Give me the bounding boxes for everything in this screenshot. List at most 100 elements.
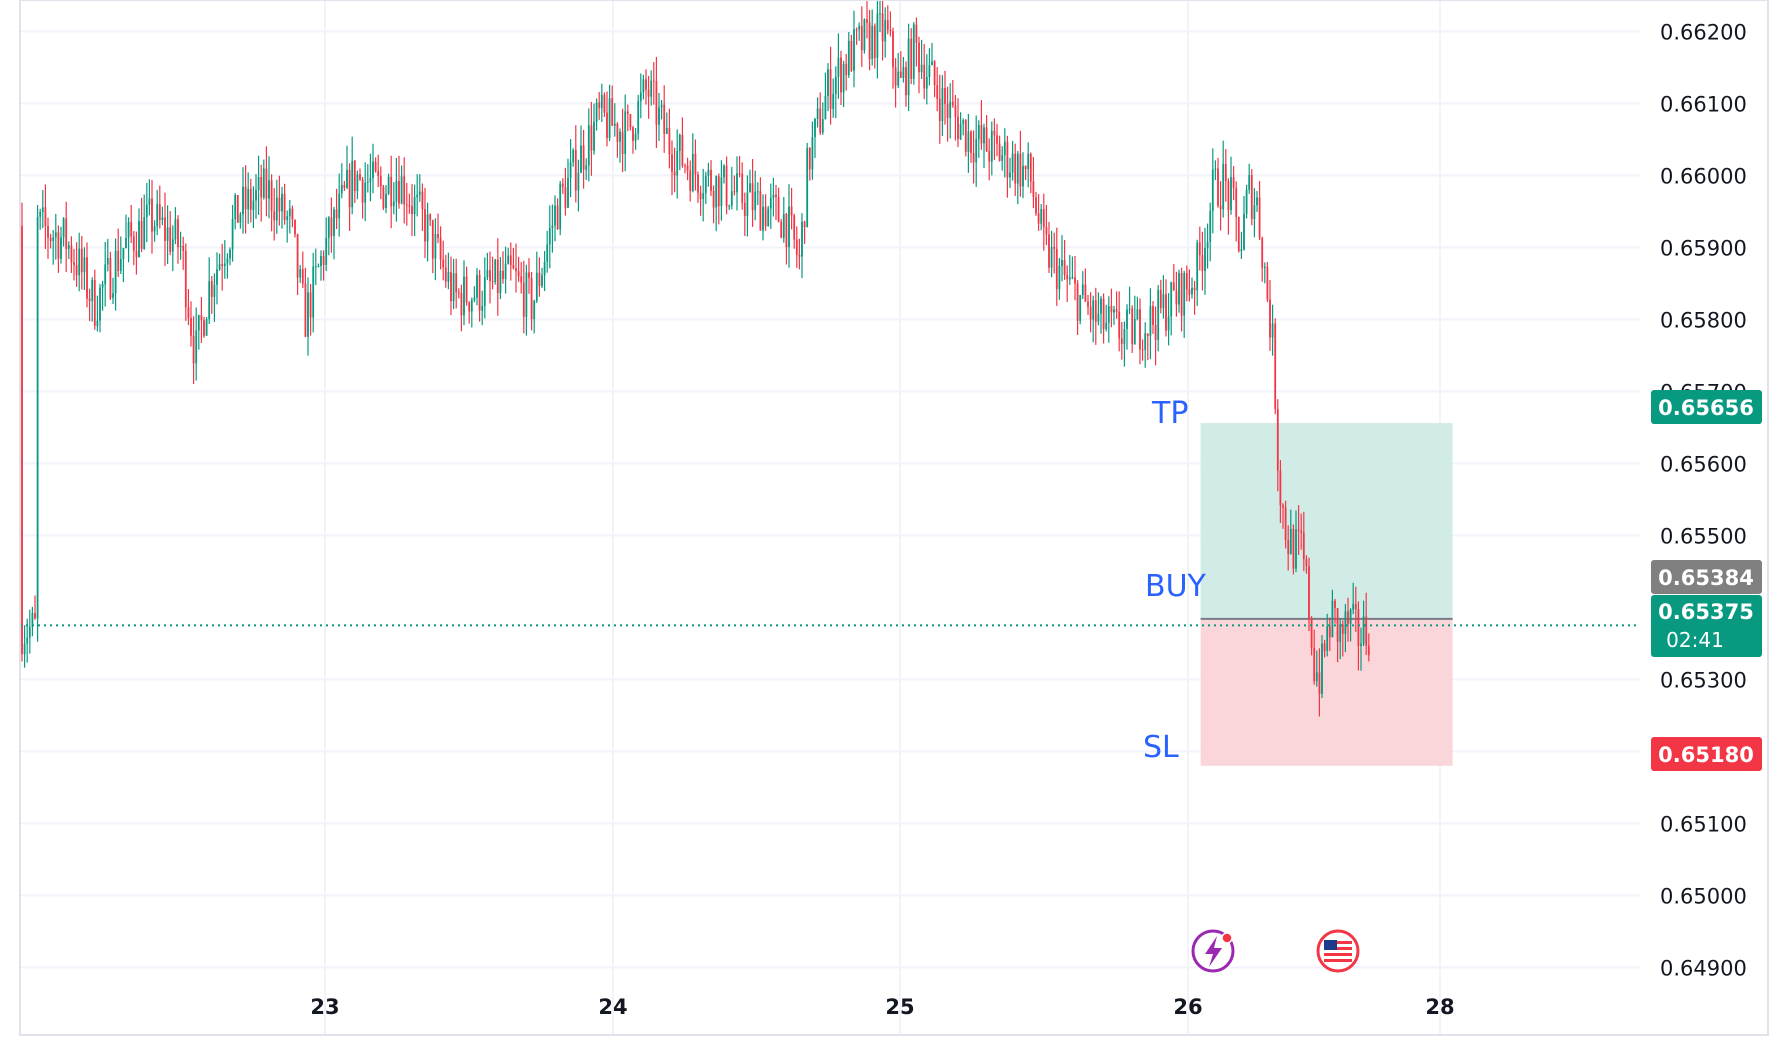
candle-body bbox=[364, 182, 367, 203]
candle-body bbox=[1287, 540, 1290, 554]
candle-body bbox=[1175, 290, 1178, 305]
candle-body bbox=[1154, 325, 1157, 341]
buy-annotation: BUY bbox=[1145, 569, 1207, 604]
candle-body bbox=[1076, 283, 1079, 321]
candle-body bbox=[41, 207, 44, 212]
candle-body bbox=[970, 131, 972, 153]
plot-frame bbox=[19, 0, 1769, 1036]
candle-body bbox=[1222, 164, 1225, 210]
candle-body bbox=[1292, 529, 1295, 569]
candle-body bbox=[247, 189, 250, 210]
profit-zone[interactable] bbox=[1200, 423, 1453, 619]
candle-body bbox=[975, 139, 978, 163]
candle-body bbox=[1360, 643, 1362, 646]
candle-body bbox=[351, 160, 354, 208]
candle-body bbox=[1362, 616, 1365, 644]
candle-body bbox=[613, 123, 616, 126]
candle-body bbox=[135, 250, 138, 257]
candle-body bbox=[1308, 566, 1310, 619]
candle-body bbox=[65, 218, 68, 249]
candle-body bbox=[946, 103, 949, 118]
candle-body bbox=[920, 64, 923, 73]
candle-body bbox=[262, 168, 265, 198]
price-tick-label: 0.65900 bbox=[1660, 236, 1747, 260]
candle-body bbox=[871, 25, 874, 59]
candle-body bbox=[21, 225, 23, 655]
candle-body bbox=[769, 197, 772, 209]
candle-body bbox=[756, 191, 759, 193]
price-tick-label: 0.66200 bbox=[1660, 20, 1747, 44]
candle-body bbox=[452, 273, 455, 302]
candle-body bbox=[112, 293, 114, 299]
candle-body bbox=[197, 315, 200, 331]
candle-body bbox=[437, 234, 439, 238]
candle-body bbox=[1209, 210, 1212, 242]
candle-body bbox=[1193, 287, 1196, 291]
candle-body bbox=[52, 237, 55, 242]
candle-body bbox=[629, 114, 632, 128]
candle-body bbox=[1037, 213, 1040, 224]
candle-body bbox=[1235, 188, 1238, 217]
candle-body bbox=[504, 263, 507, 280]
candle-body bbox=[634, 133, 637, 141]
candle-body bbox=[847, 40, 850, 76]
candle-body bbox=[1269, 299, 1271, 338]
candle-body bbox=[738, 173, 741, 175]
candle-body bbox=[1305, 559, 1308, 567]
candle-body bbox=[845, 63, 848, 76]
candle-body bbox=[106, 258, 109, 265]
candle-body bbox=[356, 174, 359, 192]
candle-body bbox=[122, 247, 125, 259]
candle-body bbox=[1297, 529, 1300, 531]
candle-body bbox=[1003, 141, 1006, 156]
candle-body bbox=[743, 202, 746, 217]
candle-body bbox=[918, 42, 920, 73]
candle-body bbox=[925, 77, 928, 89]
time-axis[interactable]: 23 24 25 26 28 bbox=[310, 995, 1454, 1019]
candle-body bbox=[44, 207, 47, 227]
candle-body bbox=[1141, 349, 1144, 351]
candle-body bbox=[723, 165, 725, 178]
candle-body bbox=[996, 135, 998, 144]
candle-body bbox=[239, 214, 242, 223]
candle-body bbox=[114, 250, 117, 294]
candle-body bbox=[192, 335, 195, 364]
us-flag-event-icon[interactable] bbox=[1316, 929, 1360, 973]
candle-body bbox=[1196, 242, 1199, 291]
candle-body bbox=[34, 613, 36, 619]
candle-body bbox=[413, 197, 416, 215]
candle-body bbox=[301, 269, 304, 284]
candle-body bbox=[325, 237, 328, 265]
candle-body bbox=[70, 245, 73, 263]
candle-body bbox=[964, 120, 967, 152]
candle-body bbox=[824, 95, 827, 120]
candle-body bbox=[782, 213, 785, 238]
candle-body bbox=[60, 237, 62, 259]
candle-body bbox=[1167, 316, 1170, 331]
candle-body bbox=[335, 209, 338, 219]
position-zones bbox=[1200, 423, 1453, 766]
candle-body bbox=[749, 183, 751, 193]
candle-body bbox=[884, 20, 887, 42]
candle-body bbox=[538, 272, 541, 287]
candle-body bbox=[1271, 323, 1274, 338]
candle-body bbox=[1282, 505, 1284, 508]
candle-body bbox=[460, 293, 463, 316]
candle-body bbox=[151, 198, 153, 232]
price-axis[interactable]: 0.662000.661000.660000.659000.658000.657… bbox=[1660, 20, 1747, 980]
candle-body bbox=[1081, 284, 1084, 296]
candle-body bbox=[587, 125, 590, 166]
candle-body bbox=[1295, 529, 1297, 569]
lightning-event-icon[interactable] bbox=[1191, 929, 1235, 973]
tp-price-value: 0.65656 bbox=[1658, 396, 1754, 420]
candle-body bbox=[819, 108, 822, 133]
candle-body bbox=[715, 176, 718, 208]
candle-body bbox=[1334, 600, 1336, 609]
candle-body bbox=[512, 265, 515, 269]
candle-body bbox=[1042, 209, 1045, 228]
candle-body bbox=[1165, 294, 1167, 331]
candle-body bbox=[416, 194, 419, 198]
candle-body bbox=[125, 237, 127, 248]
candle-body bbox=[330, 217, 333, 237]
